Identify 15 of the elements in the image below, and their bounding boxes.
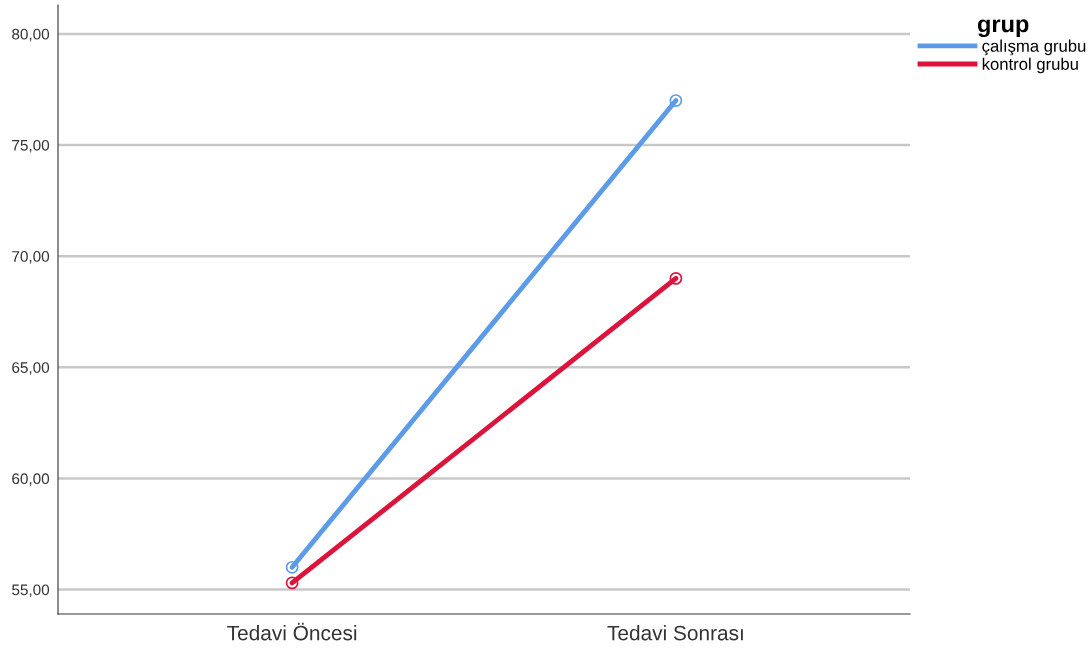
y-tick-label: 55,00 [12,584,50,598]
y-tick-label: 60,00 [12,473,50,486]
point [669,271,683,285]
x-tick-label: Tedavi Sonrası [607,625,743,641]
y-tick-label: 70,00 [12,251,50,264]
point [285,560,299,574]
y-tick-label: 65,00 [12,362,50,375]
y-tick-label: 75,00 [12,139,50,153]
y-tick-label: 80,00 [12,28,50,42]
legend-title: grup [977,19,1029,38]
legend-label: kontrol grubu [982,57,1078,74]
point [285,576,299,590]
legend-label: çalışma grubu [982,39,1086,56]
x-tick-label: Tedavi Öncesi [227,622,357,641]
point [669,94,683,107]
